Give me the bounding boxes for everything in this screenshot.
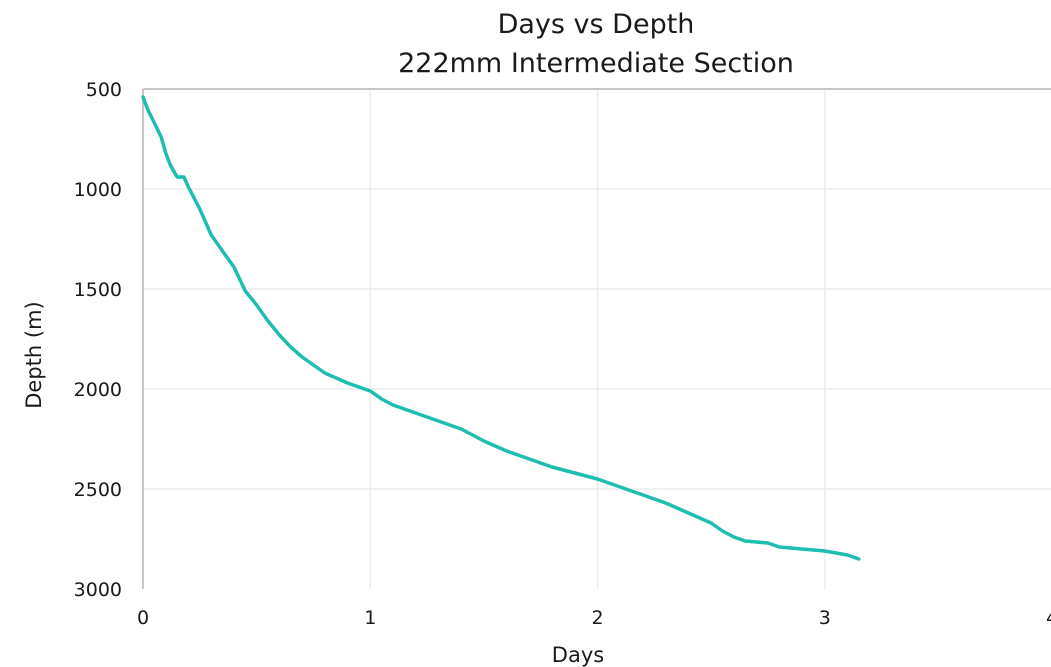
y-tick-labels: 500 1000 1500 2000 2500 3000 [74, 79, 122, 601]
y-tick-label: 1500 [74, 279, 122, 301]
axes [142, 88, 1051, 589]
y-tick-label: 500 [86, 79, 122, 101]
chart-subtitle: 222mm Intermediate Section [398, 48, 794, 79]
x-tick-label: 1 [364, 607, 376, 629]
y-tick-label: 1000 [74, 179, 122, 201]
y-tick-label: 3000 [74, 579, 122, 601]
chart-title: Days vs Depth [498, 9, 695, 40]
y-tick-label: 2000 [74, 379, 122, 401]
x-axis-label: Days [552, 643, 604, 667]
x-tick-label: 4 [1046, 607, 1051, 629]
x-tick-labels: 0 1 2 3 4 [137, 607, 1051, 629]
grid-lines [143, 89, 1051, 589]
x-tick-label: 2 [591, 607, 603, 629]
y-axis-label: Depth (m) [22, 301, 46, 408]
series-lines [141, 95, 861, 561]
x-tick-label: 0 [137, 607, 149, 629]
series-line [141, 95, 861, 561]
x-tick-label: 3 [819, 607, 831, 629]
y-tick-label: 2500 [74, 479, 122, 501]
